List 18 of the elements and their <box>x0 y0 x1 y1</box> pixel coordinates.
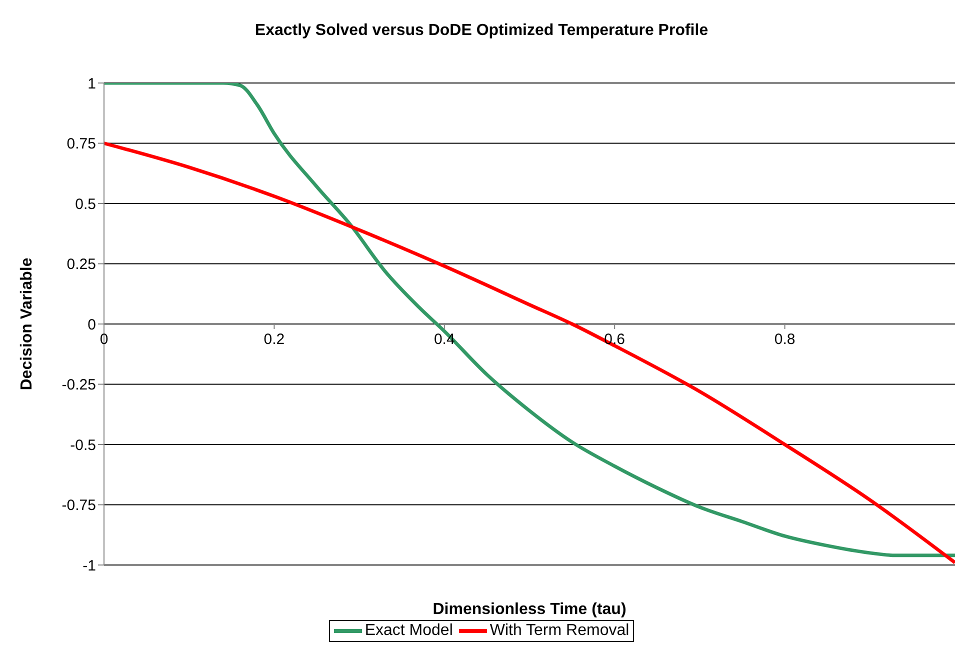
x-tick-label: 0.8 <box>774 331 796 348</box>
y-tick-label: -0.75 <box>62 497 96 514</box>
legend-label: Exact Model <box>364 622 453 640</box>
x-tick-label: 0.6 <box>604 331 626 348</box>
x-axis-title: Dimensionless Time (tau) <box>432 601 626 618</box>
y-tick-label: -1 <box>82 557 96 574</box>
y-axis-title: Decision Variable <box>18 258 36 390</box>
chart-title: Exactly Solved versus DoDE Optimized Temperature Profile <box>254 22 710 40</box>
x-tick-label: 0.2 <box>264 331 285 348</box>
y-tick-label: 0.25 <box>66 256 96 274</box>
y-tick-label: -0.25 <box>62 376 96 394</box>
y-tick-label: 0 <box>88 316 96 334</box>
y-tick-label: 0.5 <box>75 196 96 213</box>
y-tick-label: 0.75 <box>66 136 96 153</box>
y-tick-label: 1 <box>88 75 96 92</box>
legend-label: With Term Removal <box>488 622 630 640</box>
y-tick-label: -0.5 <box>70 436 96 454</box>
x-tick-label: 0 <box>100 331 108 348</box>
